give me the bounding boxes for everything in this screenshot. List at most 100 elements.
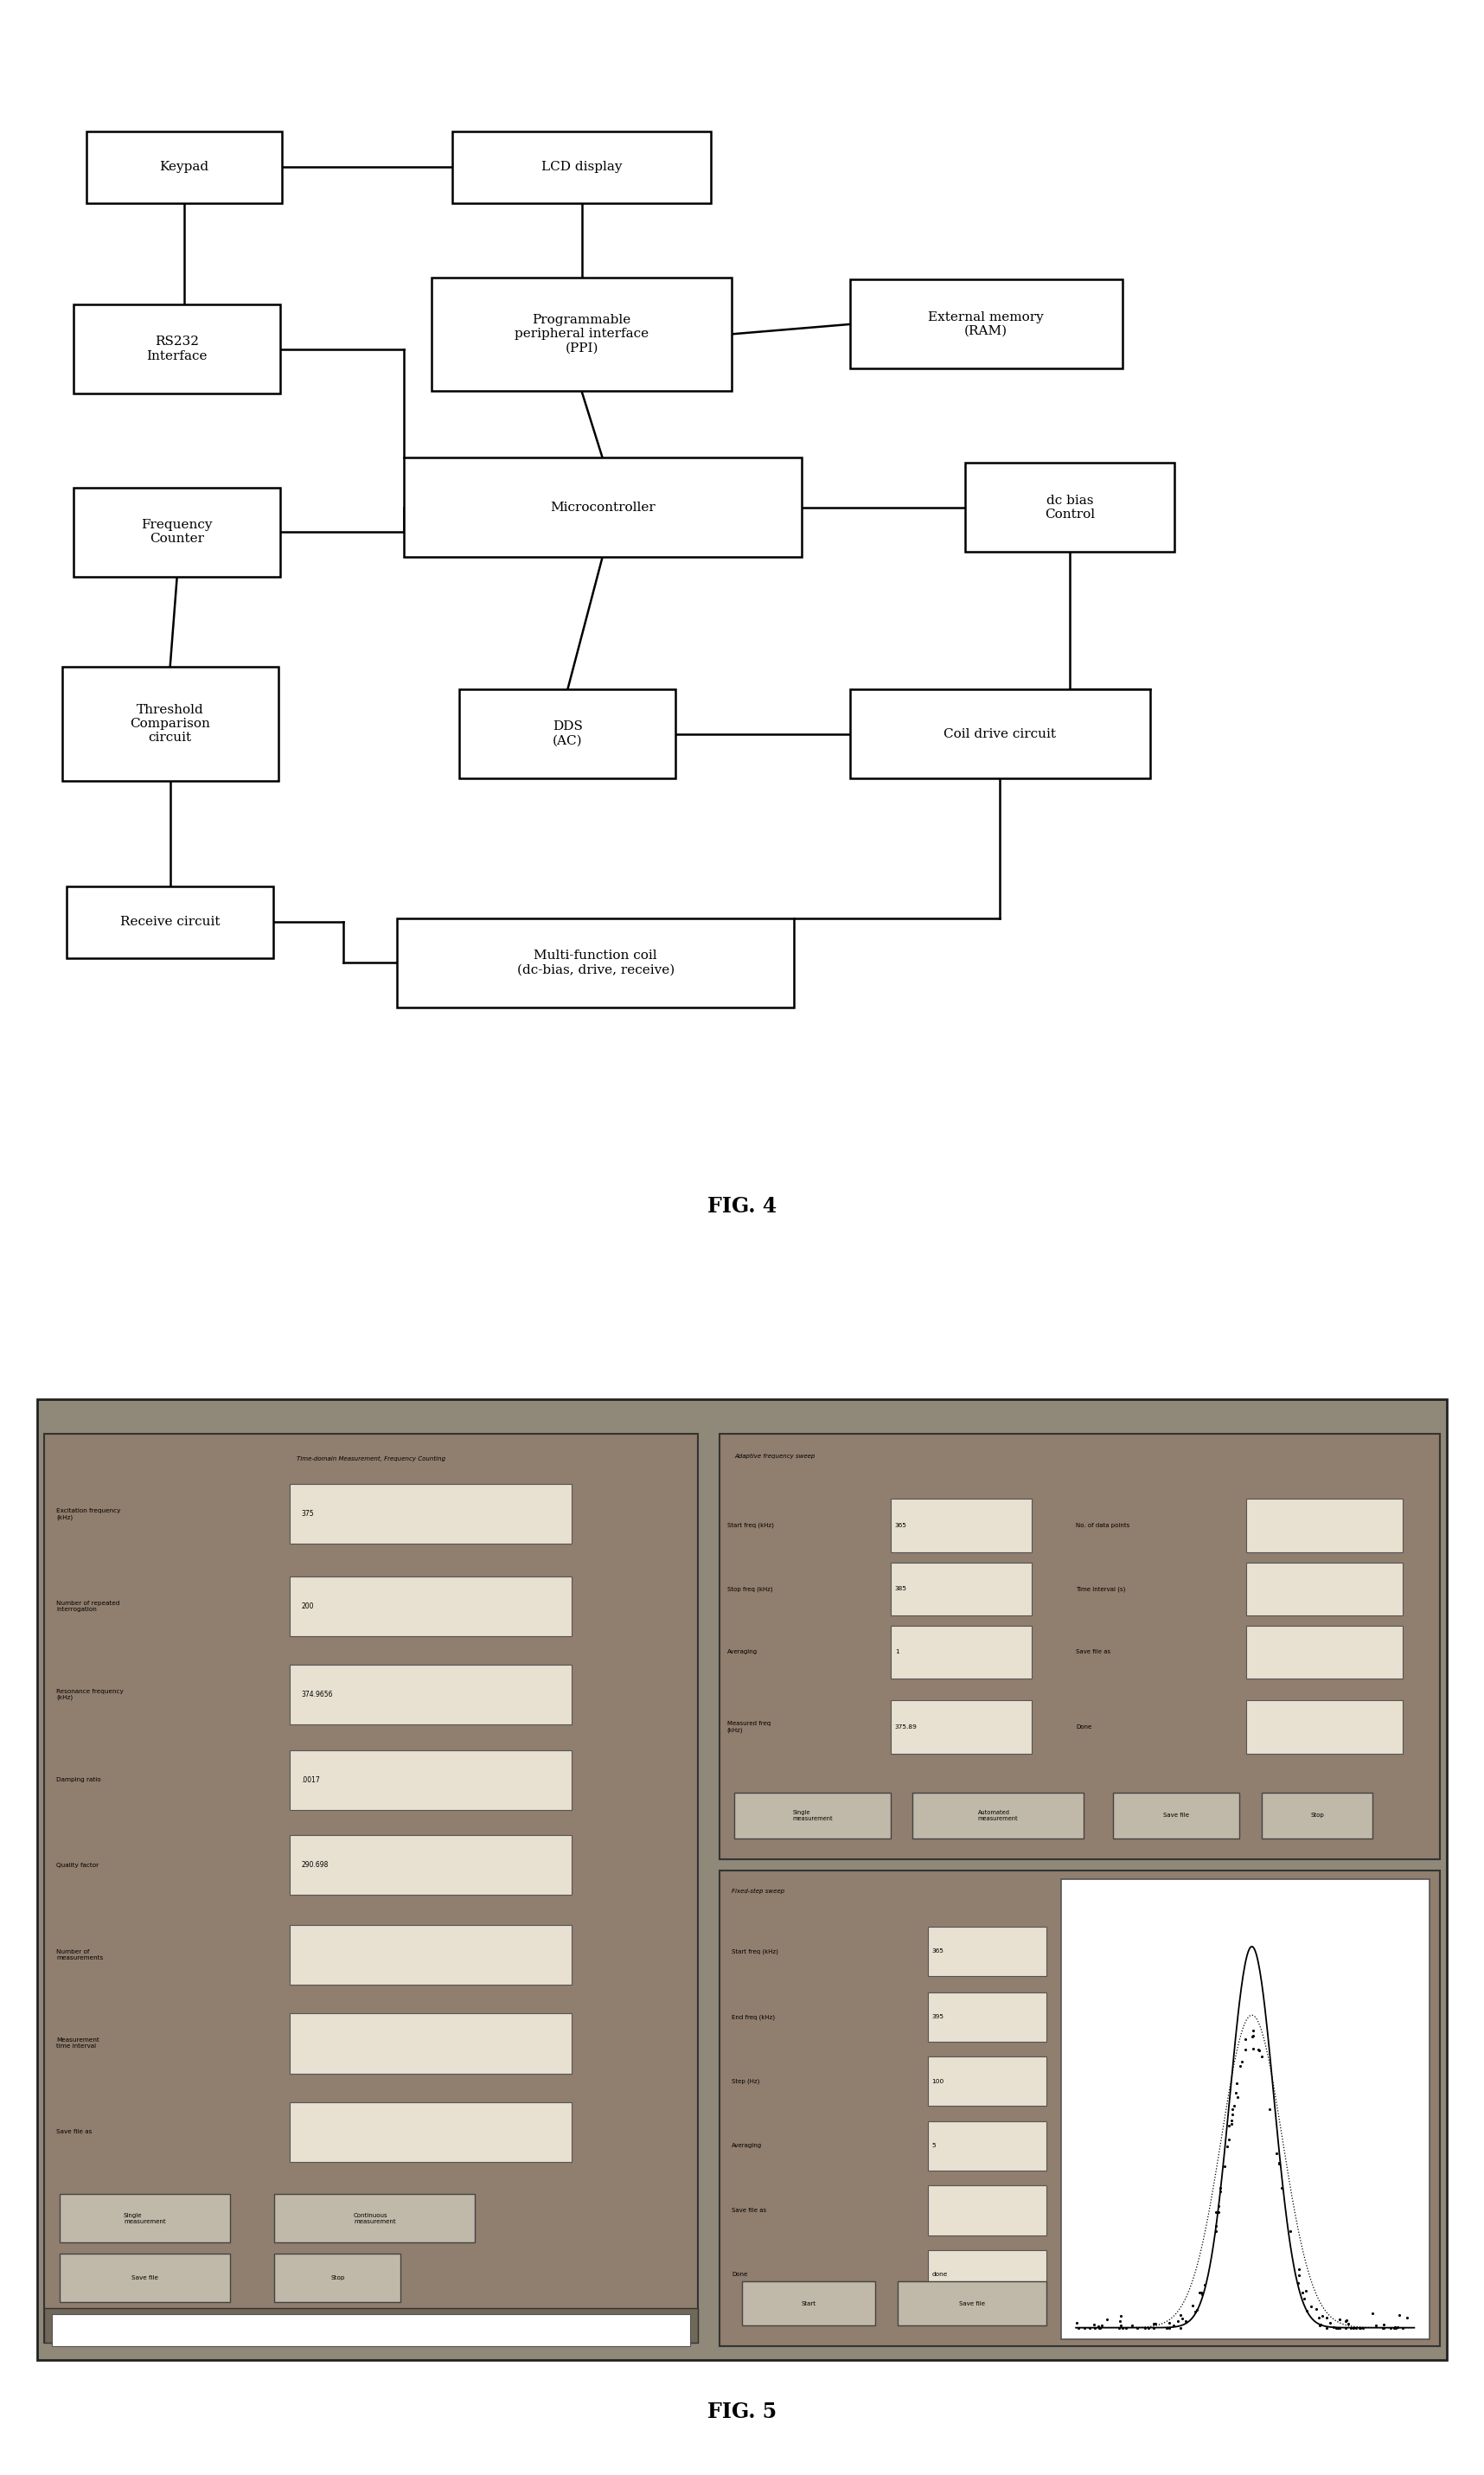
Text: Resonance frequency
(kHz): Resonance frequency (kHz)	[56, 1688, 123, 1700]
Point	[1165, 2302, 1189, 2341]
Point	[1342, 2307, 1365, 2346]
Text: Averaging: Averaging	[727, 1648, 757, 1656]
Point	[1183, 2292, 1206, 2331]
Point	[1109, 2302, 1132, 2341]
Bar	[74, 488, 280, 577]
Point	[1241, 2017, 1264, 2057]
Point	[1189, 2272, 1212, 2312]
Bar	[59, 2195, 230, 2242]
Text: Save file: Save file	[1163, 1814, 1189, 1819]
Text: End freq (kHz): End freq (kHz)	[732, 2015, 775, 2020]
Point	[1388, 2294, 1411, 2334]
Text: Stop: Stop	[331, 2275, 344, 2282]
Point	[1217, 2121, 1241, 2161]
Point	[1088, 2307, 1112, 2346]
Point	[1134, 2307, 1158, 2346]
Bar	[289, 1485, 571, 1544]
Point	[1190, 2275, 1214, 2314]
Bar	[37, 1398, 1447, 2361]
Text: Excitation frequency
(kHz): Excitation frequency (kHz)	[56, 1507, 120, 1520]
Point	[1395, 2299, 1419, 2339]
Text: 100: 100	[932, 2079, 944, 2084]
Point	[1371, 2304, 1395, 2344]
Text: Automated
measurement: Automated measurement	[978, 1809, 1018, 1822]
Point	[1221, 2089, 1245, 2128]
Point	[1291, 2272, 1315, 2312]
Point	[1217, 2106, 1241, 2146]
Point	[1383, 2307, 1407, 2346]
Bar	[928, 2250, 1046, 2299]
Point	[1082, 2304, 1106, 2344]
Text: Receive circuit: Receive circuit	[120, 916, 220, 928]
Point	[1264, 2133, 1288, 2173]
Point	[1077, 2307, 1101, 2346]
Point	[1310, 2297, 1334, 2336]
Point	[1224, 2074, 1248, 2114]
Text: dc bias
Control: dc bias Control	[1045, 495, 1095, 520]
Text: Stop: Stop	[1310, 1814, 1324, 1819]
Point	[1125, 2307, 1149, 2346]
Point	[1204, 2208, 1227, 2247]
Point	[1109, 2304, 1132, 2344]
Point	[1088, 2307, 1112, 2346]
Point	[1221, 2094, 1245, 2133]
Text: DDS
(AC): DDS (AC)	[552, 720, 583, 747]
Point	[1209, 2168, 1233, 2208]
Point	[1364, 2307, 1388, 2346]
Bar	[74, 304, 280, 394]
Point	[1247, 2029, 1270, 2069]
Bar	[890, 1626, 1031, 1678]
Text: Done: Done	[1076, 1725, 1092, 1730]
Bar	[289, 1666, 571, 1725]
Point	[1300, 2287, 1324, 2327]
Text: Stop freq (kHz): Stop freq (kHz)	[727, 1586, 773, 1591]
Bar	[404, 458, 801, 557]
Point	[1336, 2299, 1359, 2339]
Bar	[1261, 1792, 1373, 1839]
Point	[1345, 2307, 1368, 2346]
Bar	[742, 2282, 876, 2326]
Bar	[67, 886, 273, 958]
Point	[1220, 2101, 1244, 2141]
Point	[1180, 2284, 1204, 2324]
Point	[1223, 2086, 1247, 2126]
Text: 290.698: 290.698	[301, 1861, 328, 1869]
Text: Save file: Save file	[959, 2302, 985, 2307]
Bar	[928, 1992, 1046, 2042]
Point	[1267, 2143, 1291, 2183]
Text: Done: Done	[732, 2272, 748, 2277]
Point	[1391, 2307, 1414, 2346]
Point	[1089, 2304, 1113, 2344]
Point	[1137, 2307, 1160, 2346]
Bar	[850, 280, 1122, 369]
Point	[1383, 2307, 1407, 2346]
Text: 365: 365	[895, 1522, 907, 1527]
Point	[1339, 2307, 1362, 2346]
Point	[1143, 2307, 1166, 2346]
Point	[1349, 2307, 1373, 2346]
Point	[1226, 2077, 1250, 2116]
Point	[1247, 2029, 1270, 2069]
Point	[1067, 2307, 1091, 2346]
Point	[1328, 2307, 1352, 2346]
Bar	[913, 1792, 1083, 1839]
Bar	[45, 2309, 697, 2344]
Bar	[289, 1750, 571, 1809]
Point	[1206, 2188, 1230, 2228]
Bar	[52, 2314, 690, 2346]
Text: Number of repeated
interrogation: Number of repeated interrogation	[56, 1601, 120, 1611]
Point	[1334, 2307, 1358, 2346]
Text: 200: 200	[301, 1601, 313, 1609]
Point	[1270, 2168, 1294, 2208]
Point	[1205, 2213, 1229, 2252]
Text: Microcontroller: Microcontroller	[551, 502, 654, 512]
Text: Measurement
time interval: Measurement time interval	[56, 2037, 99, 2049]
Point	[1086, 2307, 1110, 2346]
Point	[1162, 2304, 1186, 2344]
Bar	[289, 1834, 571, 1896]
Point	[1250, 2037, 1273, 2077]
Point	[1379, 2307, 1402, 2346]
Point	[1315, 2297, 1339, 2336]
Text: Single
measurement: Single measurement	[792, 1809, 833, 1822]
Point	[1287, 2250, 1310, 2289]
